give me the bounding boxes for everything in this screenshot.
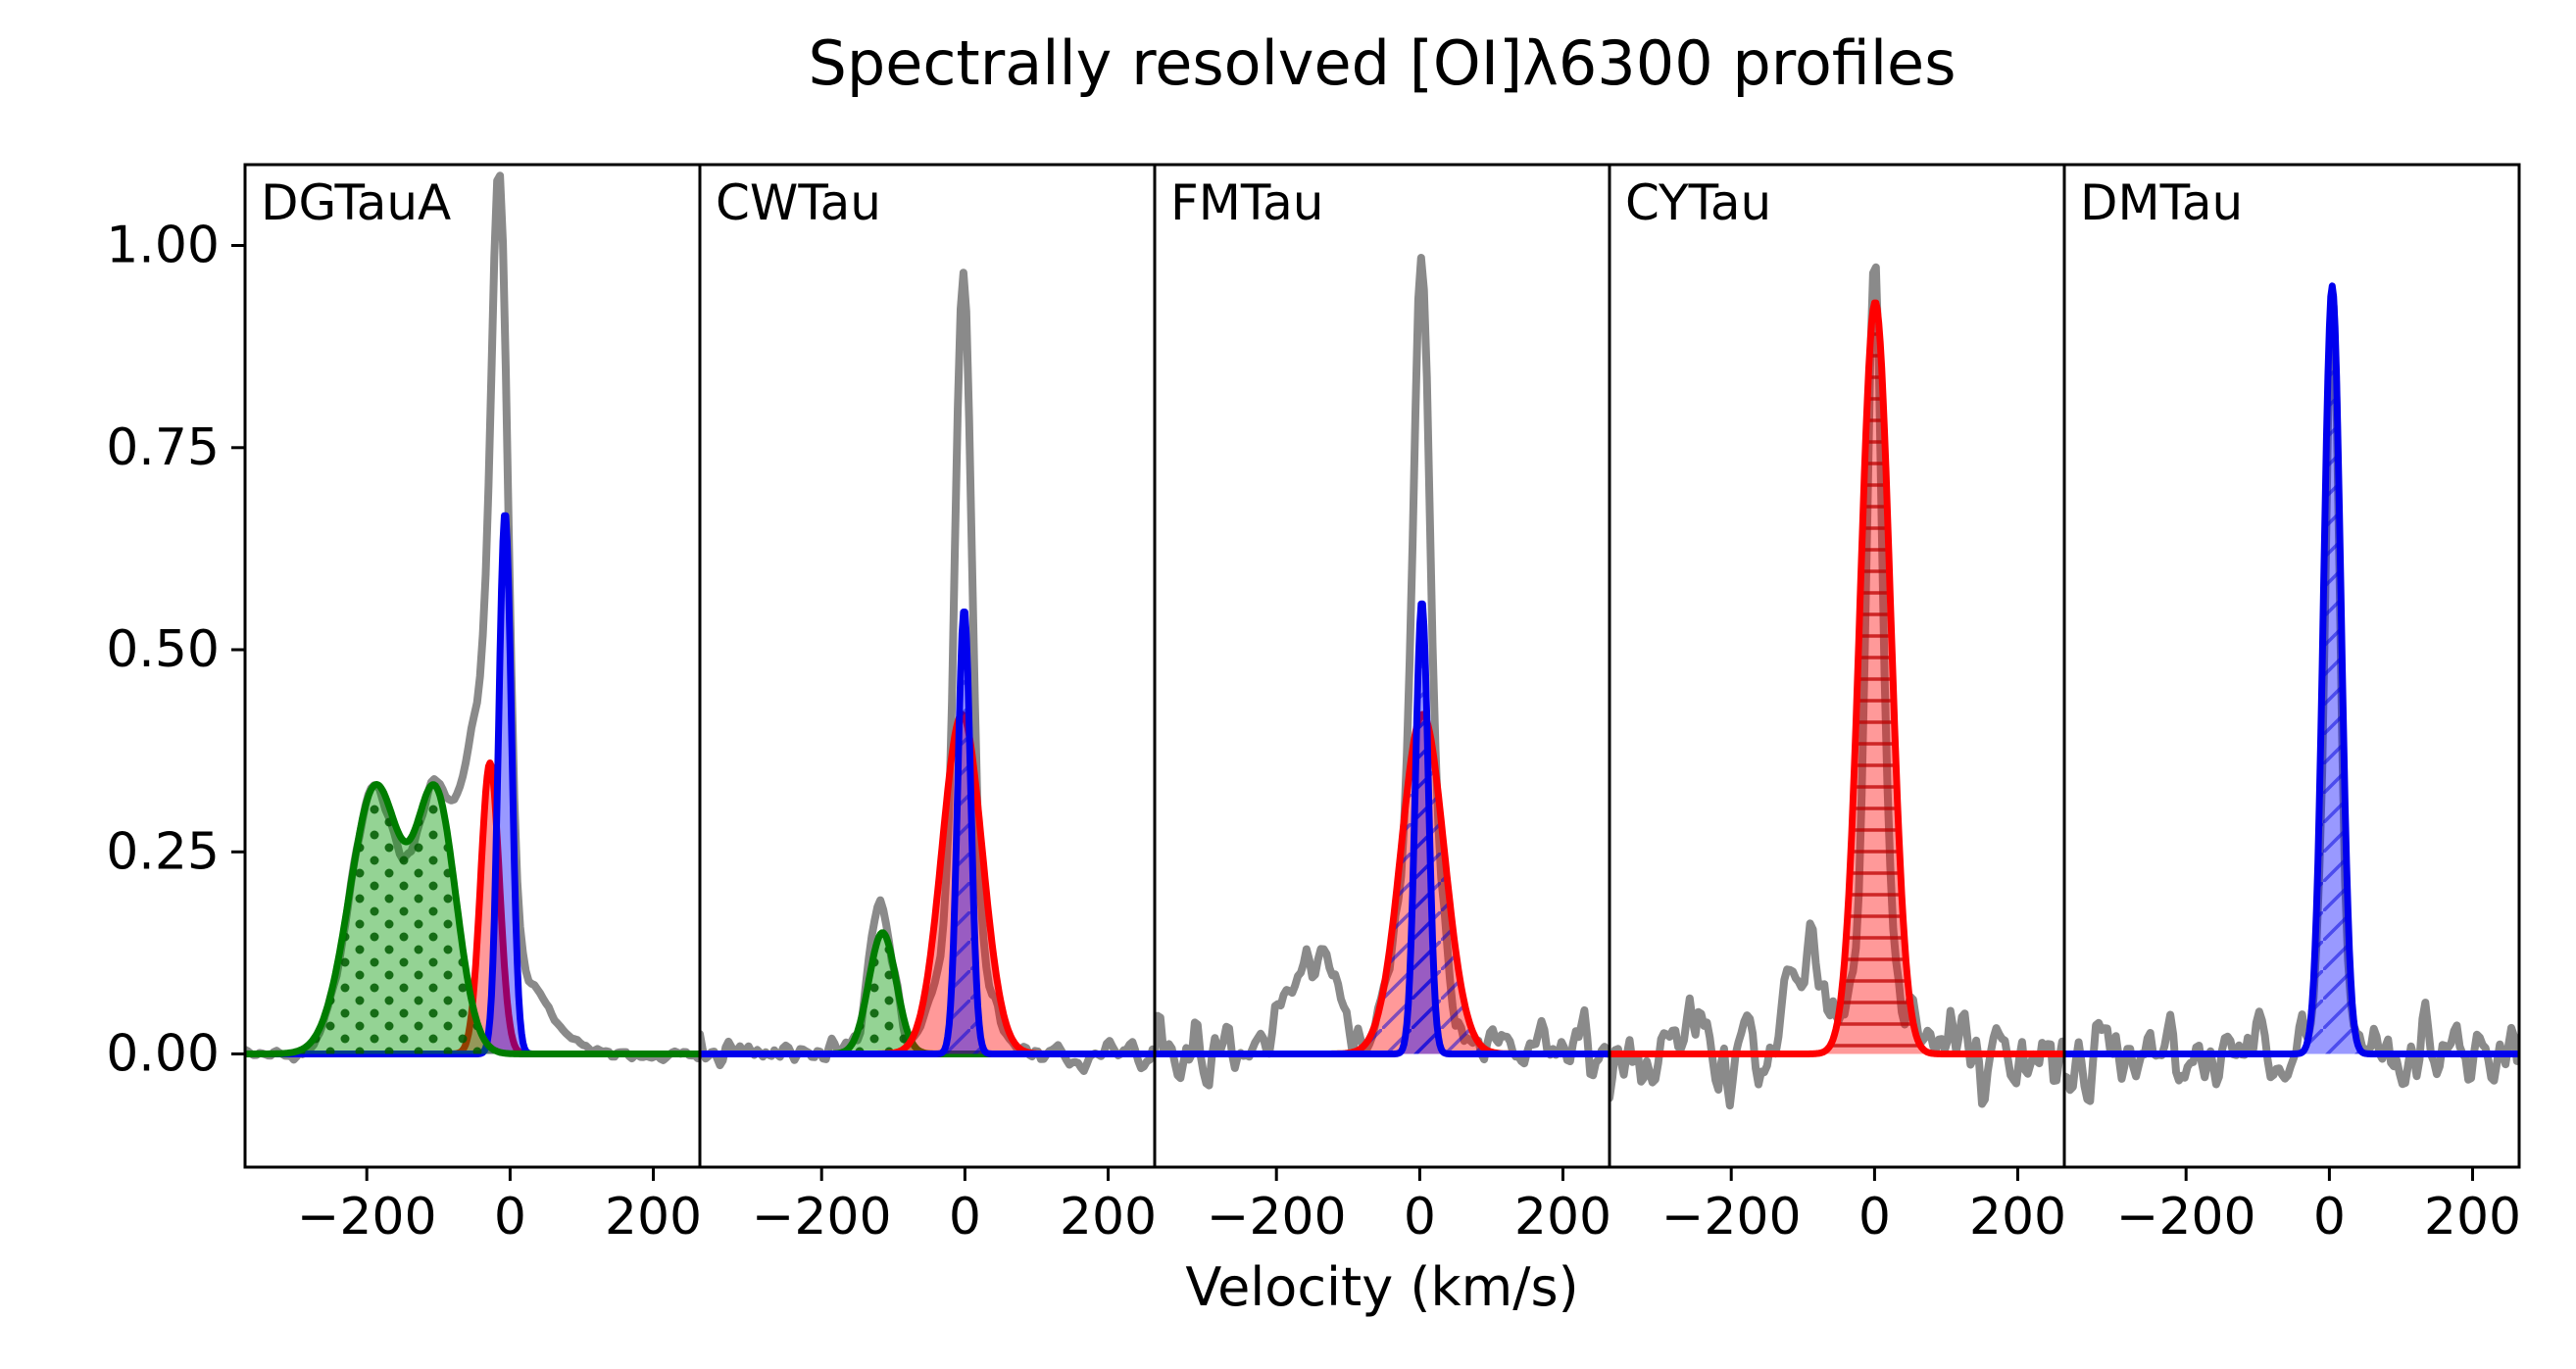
fit-line-LVC-NC	[700, 609, 1155, 1057]
observed-profile	[700, 269, 1155, 1075]
y-tick-label: 0.00	[106, 1025, 220, 1084]
panel-label: CWTau	[716, 174, 881, 231]
panel-DGTauA	[245, 171, 700, 1064]
y-tick-label: 0.75	[106, 418, 220, 477]
x-tick-label: 200	[1514, 1188, 1611, 1247]
x-tick-label: −200	[752, 1188, 892, 1247]
observed-profile	[245, 171, 700, 1064]
panel-label: FMTau	[1170, 174, 1324, 231]
x-tick-label: 0	[949, 1188, 981, 1247]
y-tick-label: 0.25	[106, 822, 220, 881]
fit-hatch-LVC-BC	[1610, 303, 2064, 1054]
panel-label: DGTauA	[261, 174, 451, 231]
fit-line-LVC-BC	[1155, 710, 1610, 1057]
x-tick-label: −200	[2116, 1188, 2256, 1247]
fit-hatch-LVC-NC	[2064, 285, 2519, 1054]
y-tick-label: 0.50	[106, 620, 220, 679]
fit-line-LVC-BC	[1610, 299, 2064, 1057]
x-tick-label: −200	[297, 1188, 437, 1247]
fit-line-HVC	[245, 781, 700, 1057]
fit-line-LVC-NC	[2064, 282, 2519, 1057]
panel-FMTau	[1155, 254, 1610, 1090]
x-tick-label: 0	[1404, 1188, 1436, 1247]
panel-DMTau	[2064, 282, 2519, 1105]
x-tick-label: 0	[1858, 1188, 1891, 1247]
panel-CWTau	[700, 269, 1155, 1075]
panel-CYTau	[1610, 263, 2064, 1110]
observed-profile	[1155, 254, 1610, 1090]
x-tick-label: 200	[1969, 1188, 2066, 1247]
observed-profile	[1610, 263, 2064, 1110]
x-tick-label: 200	[2424, 1188, 2521, 1247]
panel-border	[2062, 163, 2521, 1169]
x-tick-label: 0	[2313, 1188, 2346, 1247]
y-tick-label: 1.00	[106, 217, 220, 275]
panel-label: CYTau	[1625, 174, 1771, 231]
x-tick-label: −200	[1661, 1188, 1802, 1247]
x-tick-label: 200	[605, 1188, 702, 1247]
fit-fill-LVC-NC	[2064, 285, 2519, 1054]
fit-fill-LVC-BC	[1610, 303, 2064, 1054]
x-tick-label: −200	[1207, 1188, 1347, 1247]
fit-line-LVC-NC	[1155, 600, 1610, 1057]
observed-profile	[2064, 302, 2519, 1105]
x-tick-label: 200	[1060, 1188, 1157, 1247]
figure-title: Spectrally resolved [OI]λ6300 profiles	[808, 27, 1957, 99]
x-axis-label: Velocity (km/s)	[1185, 1256, 1579, 1318]
x-tick-label: 0	[494, 1188, 526, 1247]
panel-label: DMTau	[2080, 174, 2243, 231]
fit-fill-LVC-BC	[700, 714, 1155, 1054]
